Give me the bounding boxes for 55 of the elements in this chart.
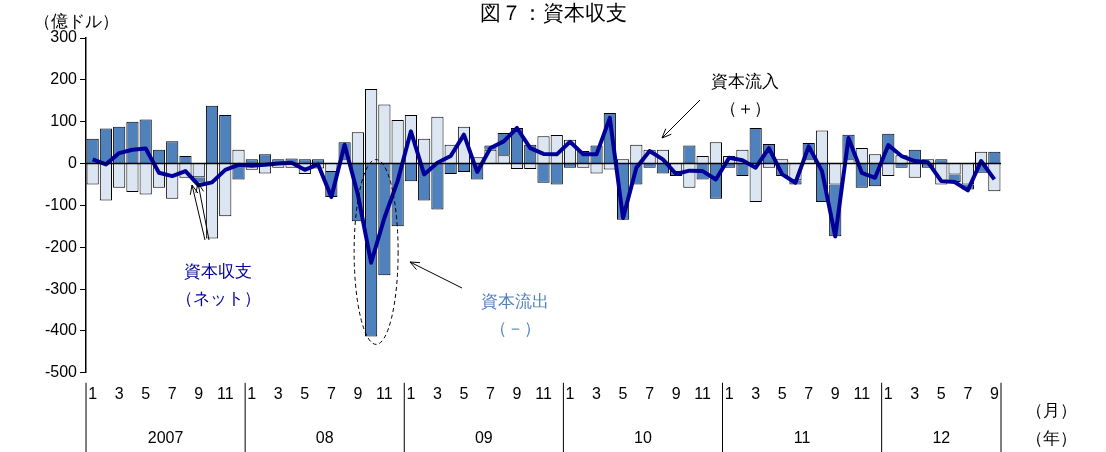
x-tick-label: 3 bbox=[592, 384, 602, 402]
x-tick-label: 9 bbox=[194, 384, 204, 402]
x-tick-label: 1 bbox=[724, 384, 734, 402]
x-tick-label: 1 bbox=[247, 384, 257, 402]
x-tick-label: 9 bbox=[512, 384, 522, 402]
x-tick-label: 5 bbox=[300, 384, 310, 402]
x-tick-label: 1 bbox=[406, 384, 416, 402]
series-label: 資本流入（＋） bbox=[710, 71, 780, 121]
y-tick-label: 0 bbox=[68, 153, 78, 171]
x-tick-label: 5 bbox=[141, 384, 151, 402]
x-tick-label: 7 bbox=[963, 384, 973, 402]
y-tick-label: 100 bbox=[50, 112, 78, 130]
x-tick-label: 11 bbox=[535, 384, 552, 402]
x-tick-label: 5 bbox=[777, 384, 787, 402]
x-tick-label: 5 bbox=[936, 384, 946, 402]
x-tick-label: 3 bbox=[751, 384, 761, 402]
text: 2007 bbox=[147, 429, 184, 447]
x-tick-label: 1 bbox=[88, 384, 98, 402]
text: 08 bbox=[315, 429, 334, 447]
y-tick-label: -400 bbox=[44, 321, 78, 339]
x-tick-label: 9 bbox=[830, 384, 840, 402]
text: 資本収支（ネット） bbox=[174, 261, 262, 311]
x-tick-label: 7 bbox=[645, 384, 655, 402]
y-tick-label: -500 bbox=[44, 363, 78, 381]
x-tick-label: 3 bbox=[910, 384, 920, 402]
x-tick-label: 3 bbox=[273, 384, 283, 402]
x-tick-label: 7 bbox=[326, 384, 336, 402]
y-tick-label: 200 bbox=[50, 70, 78, 88]
x-tick-label: 5 bbox=[459, 384, 469, 402]
x-tick-label: 11 bbox=[376, 384, 393, 402]
chart-title: 図７：資本収支 bbox=[479, 0, 627, 26]
text: （年） bbox=[1025, 428, 1077, 448]
x-axis-title: （月） bbox=[1025, 400, 1077, 420]
x-tick-label: 7 bbox=[486, 384, 496, 402]
text: 11 bbox=[793, 429, 811, 447]
text: 09 bbox=[474, 429, 493, 447]
y-tick-label: -300 bbox=[44, 279, 78, 297]
x-tick-label: 3 bbox=[432, 384, 442, 402]
x-tick-label: 11 bbox=[216, 384, 234, 402]
x-tick-label: 3 bbox=[114, 384, 124, 402]
x-tick-label: 5 bbox=[618, 384, 628, 402]
x-tick-label: 1 bbox=[565, 384, 575, 402]
text: 10 bbox=[634, 429, 652, 447]
text: 資本流出（－） bbox=[480, 291, 550, 341]
y-tick-label: -200 bbox=[44, 237, 78, 255]
x-tick-label: 11 bbox=[853, 384, 871, 402]
x-tick-label: 7 bbox=[804, 384, 814, 402]
x-tick-label: 11 bbox=[694, 384, 712, 402]
text: 12 bbox=[932, 429, 951, 447]
x-tick-label: 9 bbox=[671, 384, 681, 402]
x-tick-label: 9 bbox=[989, 384, 999, 402]
y-tick-label: -100 bbox=[44, 195, 78, 213]
x-tick-label: 1 bbox=[883, 384, 893, 402]
x-tick-label: 7 bbox=[167, 384, 177, 402]
x-tick-label: 9 bbox=[353, 384, 363, 402]
